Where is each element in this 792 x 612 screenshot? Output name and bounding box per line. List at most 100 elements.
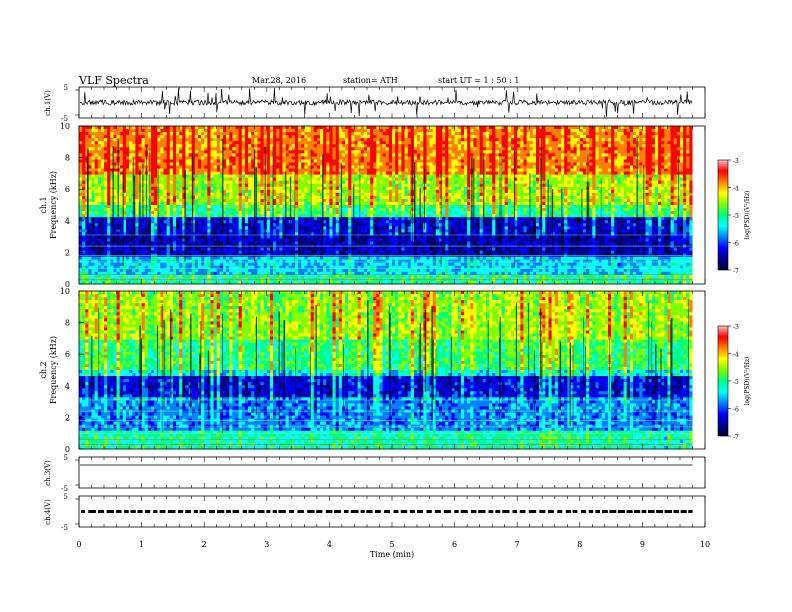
spectrogram-cell: [433, 181, 436, 184]
spectrogram-cell: [229, 190, 232, 193]
spectrogram-cell: [123, 126, 126, 129]
spectrogram-cell: [542, 129, 545, 132]
spectrogram-cell: [430, 199, 433, 202]
spectrogram-cell: [126, 184, 129, 187]
spectrogram-cell: [364, 138, 367, 141]
spectrogram-cell: [292, 135, 295, 138]
spectrogram-cell: [455, 132, 458, 135]
spectrogram-cell: [564, 138, 567, 141]
spectrogram-cell: [549, 132, 552, 135]
spectrogram-cell: [398, 162, 401, 165]
spectrogram-cell: [370, 181, 373, 184]
spectrogram-cell: [179, 132, 182, 135]
spectrogram-cell: [633, 144, 636, 147]
spectrogram-cell: [95, 199, 98, 202]
spectrogram-cell: [567, 156, 570, 159]
spectrogram-cell: [674, 178, 677, 181]
spectrogram-cell: [242, 199, 245, 202]
spectrogram-cell: [442, 150, 445, 153]
ch1-waveform-panel: 5 -5 ch.1(V): [44, 84, 705, 123]
spectrogram-cell: [79, 190, 82, 193]
spectrogram-cell: [386, 156, 389, 159]
spectrogram-cell: [92, 144, 95, 147]
spectrogram-cell: [354, 150, 357, 153]
spectrogram-cell: [574, 187, 577, 190]
spectrogram-cell: [614, 172, 617, 175]
spectrogram-cell: [323, 147, 326, 150]
spectrogram-cell: [79, 162, 82, 165]
spectrogram-cell: [261, 153, 264, 156]
spectrogram-cell: [451, 199, 454, 202]
spectrogram-cell: [674, 126, 677, 129]
spectrogram-cell: [379, 187, 382, 190]
spectrogram-cell: [135, 193, 138, 196]
spectrogram-cell: [552, 153, 555, 156]
spectrogram-cell: [104, 196, 107, 199]
spectrogram-cell: [495, 153, 498, 156]
spectrogram-cell: [88, 132, 91, 135]
spectrogram-cell: [405, 178, 408, 181]
spectrogram-cell: [508, 181, 511, 184]
spectrogram-cell: [646, 178, 649, 181]
spectrogram-cell: [339, 138, 342, 141]
spectrogram-cell: [401, 184, 404, 187]
spectrogram-cell: [160, 141, 163, 144]
spectrogram-cell: [129, 199, 132, 202]
spectrogram-cell: [467, 129, 470, 132]
spectrogram-cell: [436, 138, 439, 141]
spectrogram-cell: [433, 132, 436, 135]
spectrogram-cell: [405, 169, 408, 172]
spectrogram-cell: [686, 175, 689, 178]
spectrogram-cell: [98, 184, 101, 187]
spectrogram-cell: [135, 184, 138, 187]
spectrogram-cell: [298, 138, 301, 141]
spectrogram-cell: [420, 138, 423, 141]
spectrogram-cell: [527, 162, 530, 165]
spectrogram-cell: [336, 132, 339, 135]
spectrogram-cell: [586, 144, 589, 147]
spectrogram-cell: [326, 141, 329, 144]
spectrogram-cell: [195, 150, 198, 153]
spectrogram-cell: [198, 169, 201, 172]
spectrogram-cell: [583, 184, 586, 187]
spectrogram-cell: [420, 162, 423, 165]
spectrogram-cell: [236, 141, 239, 144]
spectrogram-cell: [367, 132, 370, 135]
spectrogram-cell: [542, 156, 545, 159]
spectrogram-cell: [624, 187, 627, 190]
spectrogram-cell: [239, 129, 242, 132]
spectrogram-cell: [164, 135, 167, 138]
spectrogram-cell: [358, 175, 361, 178]
spectrogram-cell: [592, 196, 595, 199]
spectrogram-cell: [273, 159, 276, 162]
spectrogram-cell: [420, 147, 423, 150]
spectrogram-cell: [655, 178, 658, 181]
spectrogram-cell: [627, 150, 630, 153]
spectrogram-cell: [361, 172, 364, 175]
spectrogram-cell: [179, 181, 182, 184]
spectrogram-cell: [549, 184, 552, 187]
spectrogram-cell: [545, 153, 548, 156]
spectrogram-cell: [401, 175, 404, 178]
spectrogram-cell: [395, 153, 398, 156]
spectrogram-cell: [423, 162, 426, 165]
spectrogram-cell: [154, 202, 157, 205]
spectrogram-cell: [683, 135, 686, 138]
spectrogram-cell: [210, 184, 213, 187]
spectrogram-cell: [564, 175, 567, 178]
spectrogram-cell: [686, 135, 689, 138]
spectrogram-cell: [536, 190, 539, 193]
spectrogram-cell: [630, 172, 633, 175]
spectrogram-cell: [126, 150, 129, 153]
spectrogram-cell: [455, 141, 458, 144]
spectrogram-cell: [223, 199, 226, 202]
spectrogram-cell: [98, 156, 101, 159]
spectrogram-cell: [395, 159, 398, 162]
spectrogram-cell: [323, 184, 326, 187]
spectrogram-cell: [639, 162, 642, 165]
spectrogram-cell: [217, 175, 220, 178]
spectrogram-cell: [633, 135, 636, 138]
spectrogram-cell: [342, 187, 345, 190]
spectrogram-cell: [464, 150, 467, 153]
spectrogram-cell: [329, 141, 332, 144]
